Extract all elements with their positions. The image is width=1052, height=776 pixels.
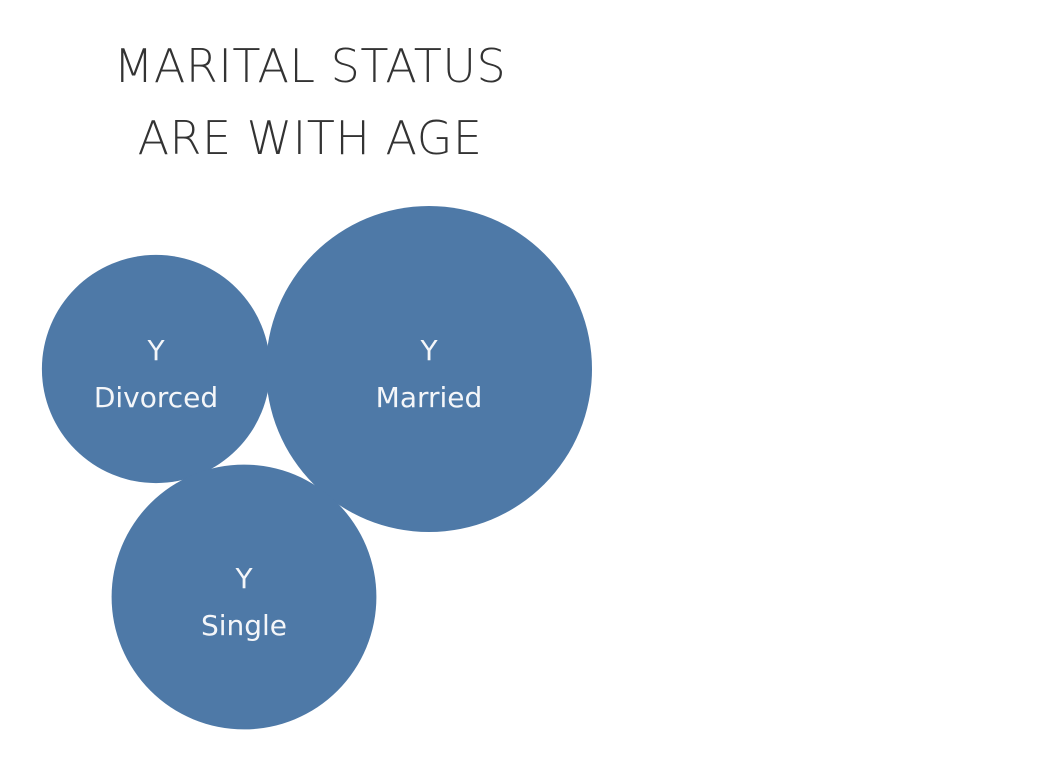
bubble-circle-married[interactable] bbox=[266, 206, 592, 532]
bubble-measure-label-married: Y bbox=[419, 334, 438, 367]
chart-title: MARITAL STATUS ARE WITH AGE bbox=[60, 30, 560, 174]
bubble-single[interactable]: Y Single bbox=[111, 464, 377, 730]
chart-title-line-2: ARE WITH AGE bbox=[137, 111, 483, 165]
bubble-category-label-divorced: Divorced bbox=[94, 381, 218, 414]
bubble-married[interactable]: Y Married bbox=[266, 206, 592, 532]
bubble-circle-single[interactable] bbox=[111, 464, 377, 730]
bubble-category-label-single: Single bbox=[201, 609, 287, 642]
bubble-measure-label-single: Y bbox=[234, 562, 253, 595]
bubble-circle-divorced[interactable] bbox=[41, 254, 271, 484]
bubble-divorced[interactable]: Y Divorced bbox=[41, 254, 271, 484]
chart-title-line-1: MARITAL STATUS bbox=[113, 39, 507, 93]
bubble-measure-label-divorced: Y bbox=[146, 334, 165, 367]
bubble-category-label-married: Married bbox=[376, 381, 483, 414]
